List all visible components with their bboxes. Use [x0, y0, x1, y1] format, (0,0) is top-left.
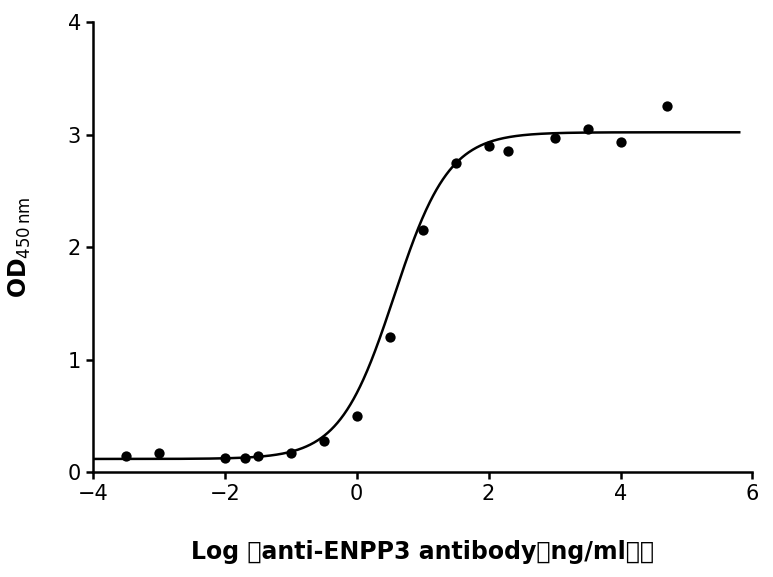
Text: Log （anti-ENPP3 antibody（ng/ml））: Log （anti-ENPP3 antibody（ng/ml））	[191, 540, 654, 564]
Point	[120, 451, 132, 460]
Point	[449, 158, 461, 167]
Point	[238, 453, 250, 462]
Text: OD$_{450\,\mathrm{nm}}$: OD$_{450\,\mathrm{nm}}$	[7, 197, 33, 298]
Point	[548, 133, 560, 143]
Point	[615, 138, 627, 147]
Point	[284, 449, 297, 458]
Point	[383, 333, 396, 342]
Point	[581, 124, 594, 133]
Point	[502, 147, 515, 156]
Point	[417, 226, 429, 235]
Point	[350, 411, 363, 421]
Point	[251, 451, 264, 460]
Point	[318, 436, 330, 445]
Point	[660, 102, 673, 111]
Point	[482, 141, 495, 151]
Point	[219, 453, 231, 462]
Point	[152, 449, 165, 458]
